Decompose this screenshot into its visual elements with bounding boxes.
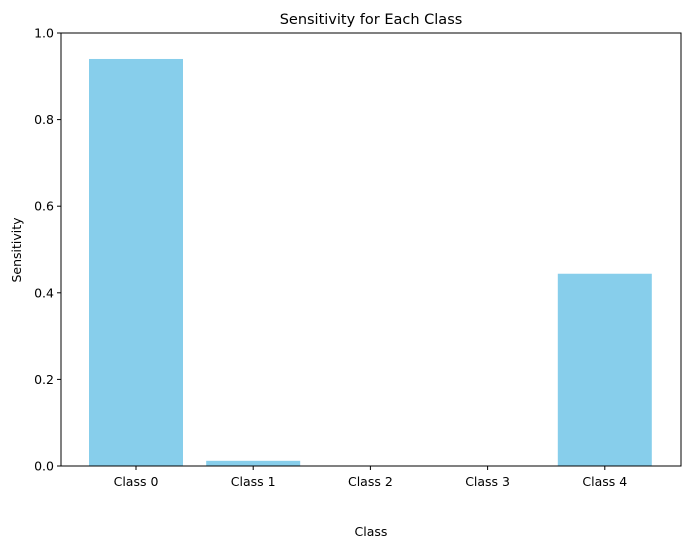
x-tick-label: Class 1 bbox=[231, 474, 276, 489]
y-axis: 0.0 0.2 0.4 0.6 0.8 1.0 bbox=[34, 26, 61, 474]
y-axis-label: Sensitivity bbox=[9, 217, 24, 283]
y-tick-label: 0.8 bbox=[34, 112, 54, 127]
chart-title: Sensitivity for Each Class bbox=[280, 12, 463, 28]
y-tick-label: 0.6 bbox=[34, 199, 54, 214]
x-tick-label: Class 4 bbox=[582, 474, 627, 489]
x-tick-label: Class 3 bbox=[465, 474, 510, 489]
bars-group bbox=[89, 58, 652, 466]
x-axis-label: Class bbox=[355, 524, 388, 539]
bar-class-4 bbox=[557, 273, 652, 466]
y-tick-label: 0.4 bbox=[34, 285, 54, 300]
plot-frame bbox=[60, 32, 682, 467]
x-tick-label: Class 0 bbox=[114, 474, 159, 489]
bar-class-0 bbox=[89, 58, 183, 466]
y-tick-label: 0.2 bbox=[34, 372, 54, 387]
y-tick-label: 0.0 bbox=[34, 459, 54, 474]
x-tick-label: Class 2 bbox=[348, 474, 393, 489]
y-tick-label: 1.0 bbox=[34, 26, 54, 41]
x-axis: Class 0 Class 1 Class 2 Class 3 Class 4 bbox=[114, 466, 627, 489]
bar-class-1 bbox=[206, 460, 301, 466]
